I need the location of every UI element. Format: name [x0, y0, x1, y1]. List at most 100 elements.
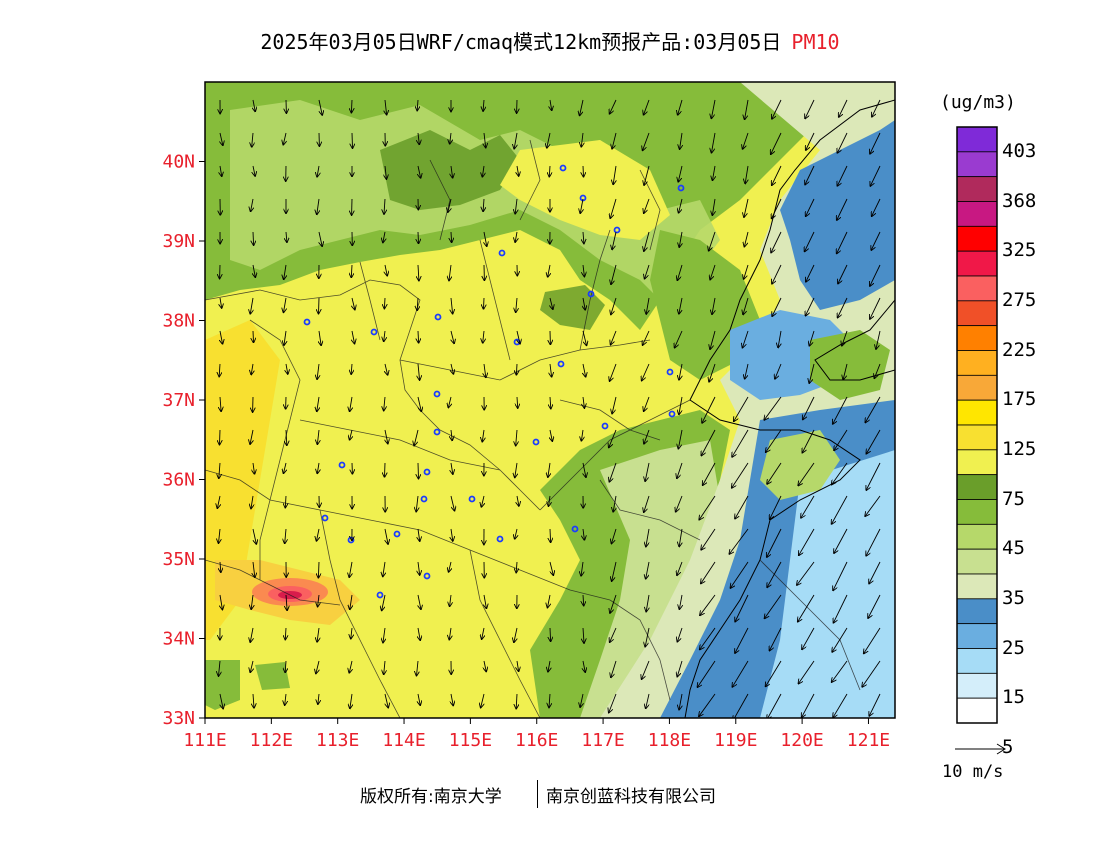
wind-arrow: [679, 594, 682, 609]
wind-arrow: [481, 693, 485, 708]
lat-label: 40N: [162, 152, 195, 173]
wind-arrow: [384, 198, 385, 214]
wind-arrow: [550, 363, 552, 377]
wind-arrow: [516, 693, 517, 709]
wind-arrow: [450, 132, 451, 144]
wind-arrow: [864, 627, 881, 653]
wind-arrow: [220, 165, 222, 176]
wind-arrow: [451, 231, 452, 242]
wind-arrow: [772, 165, 782, 185]
wind-arrow: [644, 231, 650, 251]
wind-arrow: [550, 528, 551, 542]
wind-arrow: [876, 330, 881, 349]
wind-arrow: [252, 132, 253, 147]
lon-label: 113E: [316, 730, 359, 751]
wind-arrow: [583, 594, 584, 606]
wind-arrow: [642, 660, 650, 679]
wind-arrow: [805, 99, 815, 118]
wind-arrow: [797, 561, 815, 585]
wind-arrow: [729, 528, 749, 554]
wind-arrow: [803, 396, 815, 419]
wind-arrow: [712, 297, 715, 314]
wind-arrow: [515, 528, 517, 539]
wind-arrow: [220, 132, 223, 145]
wind-arrow: [611, 660, 617, 677]
wind-arrow: [743, 132, 749, 149]
colorbar-swatch: [956, 250, 998, 277]
wind-arrow: [451, 363, 453, 374]
wind-arrow: [253, 99, 255, 111]
wind-arrow: [384, 660, 385, 674]
wind-arrow: [676, 495, 683, 512]
wind-arrow: [834, 594, 848, 623]
wind-arrow: [352, 297, 355, 310]
wind-arrow: [317, 363, 319, 379]
wind-arrow: [514, 132, 517, 149]
wind-arrow: [744, 198, 749, 217]
wind-arrow: [838, 297, 848, 318]
wind-arrow: [644, 99, 650, 115]
wind-arrow: [414, 429, 419, 446]
wind-arrow: [285, 660, 286, 672]
wind-arrow: [710, 330, 716, 349]
colorbar-label: 75: [1002, 487, 1025, 510]
wind-arrow: [549, 165, 550, 177]
colorbar-swatch: [956, 151, 998, 178]
wind-arrow: [449, 264, 451, 280]
wind-arrow: [806, 132, 815, 150]
lon-label: 121E: [847, 730, 890, 751]
wind-arrow: [582, 330, 587, 345]
wind-arrow: [644, 429, 650, 444]
wind-arrow: [484, 363, 486, 377]
wind-arrow: [833, 561, 848, 590]
city-marker: [303, 318, 311, 326]
city-marker: [393, 530, 401, 538]
wind-arrow: [644, 165, 650, 185]
wind-arrow: [418, 594, 421, 609]
city-marker: [498, 249, 506, 257]
wind-arrow: [317, 165, 319, 177]
wind-arrow: [712, 198, 715, 215]
wind-arrow: [550, 396, 551, 409]
lat-label: 39N: [162, 231, 195, 252]
wind-arrow: [802, 429, 815, 453]
wind-arrow: [418, 363, 420, 380]
wind-arrow: [418, 627, 420, 640]
wind-arrow: [448, 198, 451, 212]
wind-arrow: [385, 165, 386, 179]
wind-arrow: [285, 528, 286, 543]
colorbar-label: 368: [1002, 189, 1037, 212]
wind-arrow: [385, 429, 388, 444]
wind-arrow: [418, 693, 420, 705]
wind-arrow: [677, 561, 683, 575]
city-marker: [338, 461, 346, 469]
wind-arrow: [874, 363, 881, 378]
wind-arrow: [483, 330, 484, 343]
wind-arrow: [253, 693, 254, 708]
wind-arrow: [350, 396, 352, 411]
colorbar-swatch: [956, 697, 998, 724]
wind-arrow: [385, 462, 386, 477]
lon-label: 114E: [382, 730, 425, 751]
wind-arrow: [610, 99, 617, 114]
wind-arrow: [609, 462, 617, 482]
colorbar-label: 225: [1002, 338, 1037, 361]
wind-arrow: [550, 99, 552, 110]
colorbar-label: 403: [1002, 139, 1037, 162]
wind-arrow: [798, 594, 815, 622]
wind-arrow: [834, 429, 848, 450]
wind-arrow: [484, 231, 487, 246]
wind-arrow: [832, 495, 848, 524]
wind-arrow: [732, 429, 749, 457]
wind-arrow: [871, 231, 881, 250]
title-main: 2025年03月05日WRF/cmaq模式12km预报产品:03月05日: [260, 30, 782, 54]
city-marker: [557, 360, 565, 368]
wind-arrow: [772, 198, 782, 218]
wind-arrow: [809, 363, 815, 383]
colorbar-swatch: [956, 449, 998, 476]
colorbar-swatch: [956, 201, 998, 227]
city-marker: [433, 428, 441, 436]
wind-arrow: [484, 297, 485, 309]
wind-arrow: [583, 297, 585, 310]
wind-arrow: [253, 264, 255, 277]
